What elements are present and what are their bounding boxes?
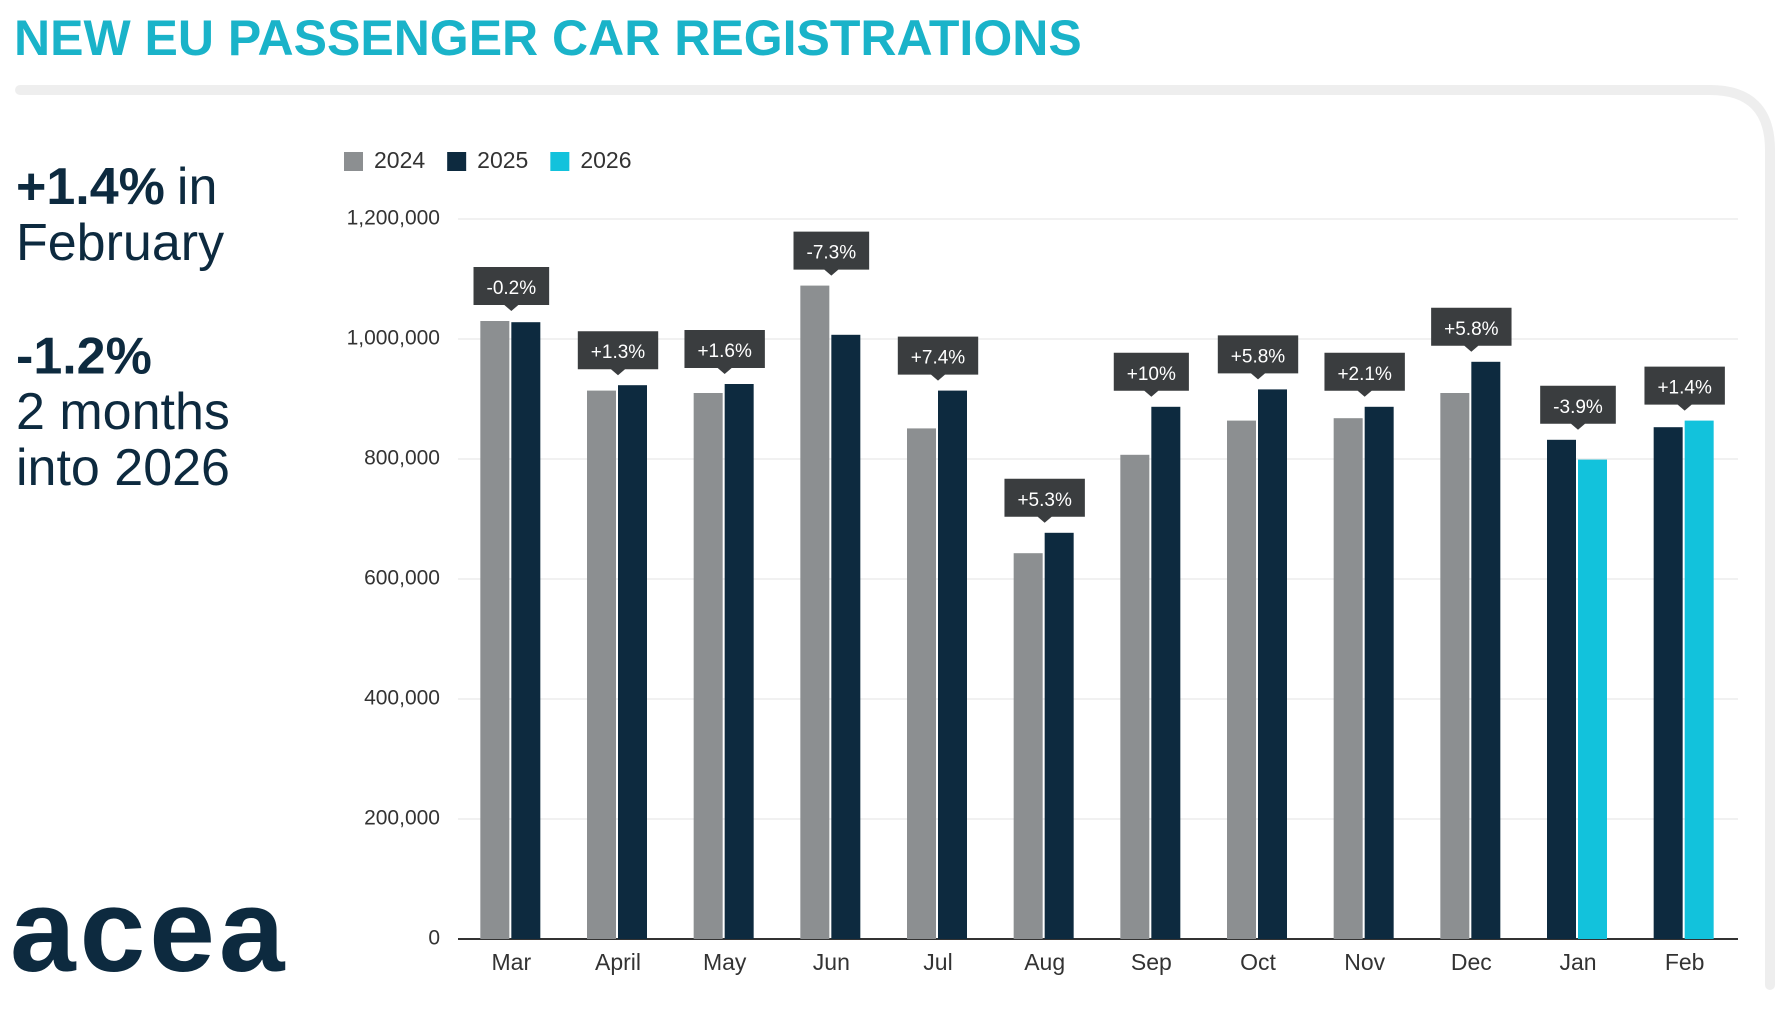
x-tick-label: Jun	[813, 949, 850, 975]
x-tick-label: Jul	[923, 949, 952, 975]
logo: acea	[10, 865, 289, 997]
bar	[1333, 418, 1363, 939]
legend-swatch	[447, 152, 467, 171]
x-tick-label: Mar	[492, 949, 532, 975]
annotation: +5.3%	[1004, 478, 1085, 523]
bar	[1684, 420, 1714, 940]
highlight-caption: in February	[16, 158, 232, 272]
annotation: +5.8%	[1431, 307, 1512, 352]
highlight-figure: +1.4%	[16, 158, 165, 216]
bar	[831, 334, 861, 939]
bar	[1440, 393, 1470, 939]
bar	[511, 322, 541, 939]
legend-label: 2024	[374, 147, 425, 173]
annotation-label: +1.4%	[1657, 378, 1712, 399]
y-tick-label: 200,000	[364, 807, 440, 830]
annotation-label: +2.1%	[1337, 364, 1392, 385]
annotation-label: -3.9%	[1553, 397, 1603, 418]
bar	[480, 321, 510, 939]
caption-word: February	[16, 214, 224, 272]
x-tick-label: Nov	[1344, 949, 1385, 975]
annotation-label: +1.6%	[697, 341, 752, 362]
y-tick-label: 0	[428, 927, 440, 950]
highlight-figure: -1.2%	[16, 328, 152, 386]
x-tick-label: Dec	[1451, 949, 1492, 975]
annotation: +1.6%	[684, 330, 765, 374]
annotation: +2.1%	[1324, 352, 1405, 397]
caption-word: in	[177, 158, 232, 216]
annotation-label: +5.8%	[1231, 346, 1286, 367]
y-tick-label: 600,000	[364, 567, 440, 590]
annotation-label: +5.8%	[1444, 319, 1499, 340]
bar	[1578, 459, 1607, 939]
annotation-label: +7.4%	[911, 348, 966, 369]
annotation-box	[1113, 352, 1189, 397]
annotation-box	[897, 336, 979, 381]
annotation: +1.3%	[577, 331, 659, 376]
annotation-box	[684, 330, 765, 374]
bar	[1044, 532, 1074, 939]
y-tick-label: 1,200,000	[347, 207, 440, 230]
annotation-box	[473, 267, 550, 311]
y-tick-label: 400,000	[364, 687, 440, 710]
bar	[1364, 406, 1394, 939]
annotation-label: -7.3%	[807, 243, 857, 264]
caption-line: 2 months	[16, 383, 230, 441]
caption-line: into 2026	[16, 439, 230, 497]
annotation-box	[1217, 335, 1299, 380]
bar	[938, 390, 967, 940]
bar	[1013, 553, 1043, 939]
bar	[1227, 420, 1256, 940]
y-tick-label: 800,000	[364, 447, 440, 470]
annotation-box	[1540, 385, 1616, 430]
bar	[1120, 454, 1150, 939]
annotation-label: -0.2%	[487, 278, 537, 299]
legend-swatch	[550, 152, 570, 171]
bar	[1258, 389, 1287, 939]
annotation: +7.4%	[897, 336, 979, 381]
x-tick-label: Aug	[1024, 949, 1065, 975]
x-tick-label: May	[703, 949, 747, 975]
chart-title: NEW EU PASSENGER CAR REGISTRATIONS	[14, 10, 1082, 66]
bar	[907, 428, 936, 939]
annotation: +1.4%	[1644, 366, 1725, 411]
card-border	[15, 85, 1775, 990]
x-tick-label: Oct	[1240, 949, 1276, 975]
annotation: +5.8%	[1217, 335, 1299, 380]
annotation-box	[1324, 352, 1405, 397]
annotation-label: +10%	[1127, 364, 1176, 385]
bar	[1151, 406, 1181, 939]
bar	[1471, 361, 1501, 939]
x-tick-label: Sep	[1131, 949, 1172, 975]
annotation: -7.3%	[793, 231, 870, 276]
x-tick-label: Jan	[1559, 949, 1596, 975]
bar	[693, 393, 723, 939]
bar	[800, 285, 830, 940]
x-tick-label: Feb	[1665, 949, 1705, 975]
annotation-box	[1431, 307, 1512, 352]
legend-label: 2026	[580, 147, 631, 173]
annotation: -0.2%	[473, 267, 550, 311]
bar	[618, 385, 647, 939]
bar	[1653, 427, 1683, 939]
annotation-box	[1644, 366, 1725, 411]
y-tick-label: 1,000,000	[347, 327, 440, 350]
annotation-box	[1004, 478, 1085, 523]
annotation: -3.9%	[1540, 385, 1616, 430]
annotation-label: +1.3%	[591, 342, 646, 363]
annotation: +10%	[1113, 352, 1189, 397]
annotation-box	[793, 231, 870, 276]
legend-swatch	[344, 152, 363, 171]
bar	[1547, 439, 1576, 939]
legend-label: 2025	[477, 147, 528, 173]
annotation-box	[577, 331, 659, 376]
bar	[724, 384, 754, 939]
highlight: +1.4% in February	[16, 158, 232, 272]
x-tick-label: April	[595, 949, 641, 975]
annotation-label: +5.3%	[1017, 490, 1072, 511]
highlight-caption: 2 months into 2026	[16, 383, 230, 497]
bar	[587, 390, 616, 940]
